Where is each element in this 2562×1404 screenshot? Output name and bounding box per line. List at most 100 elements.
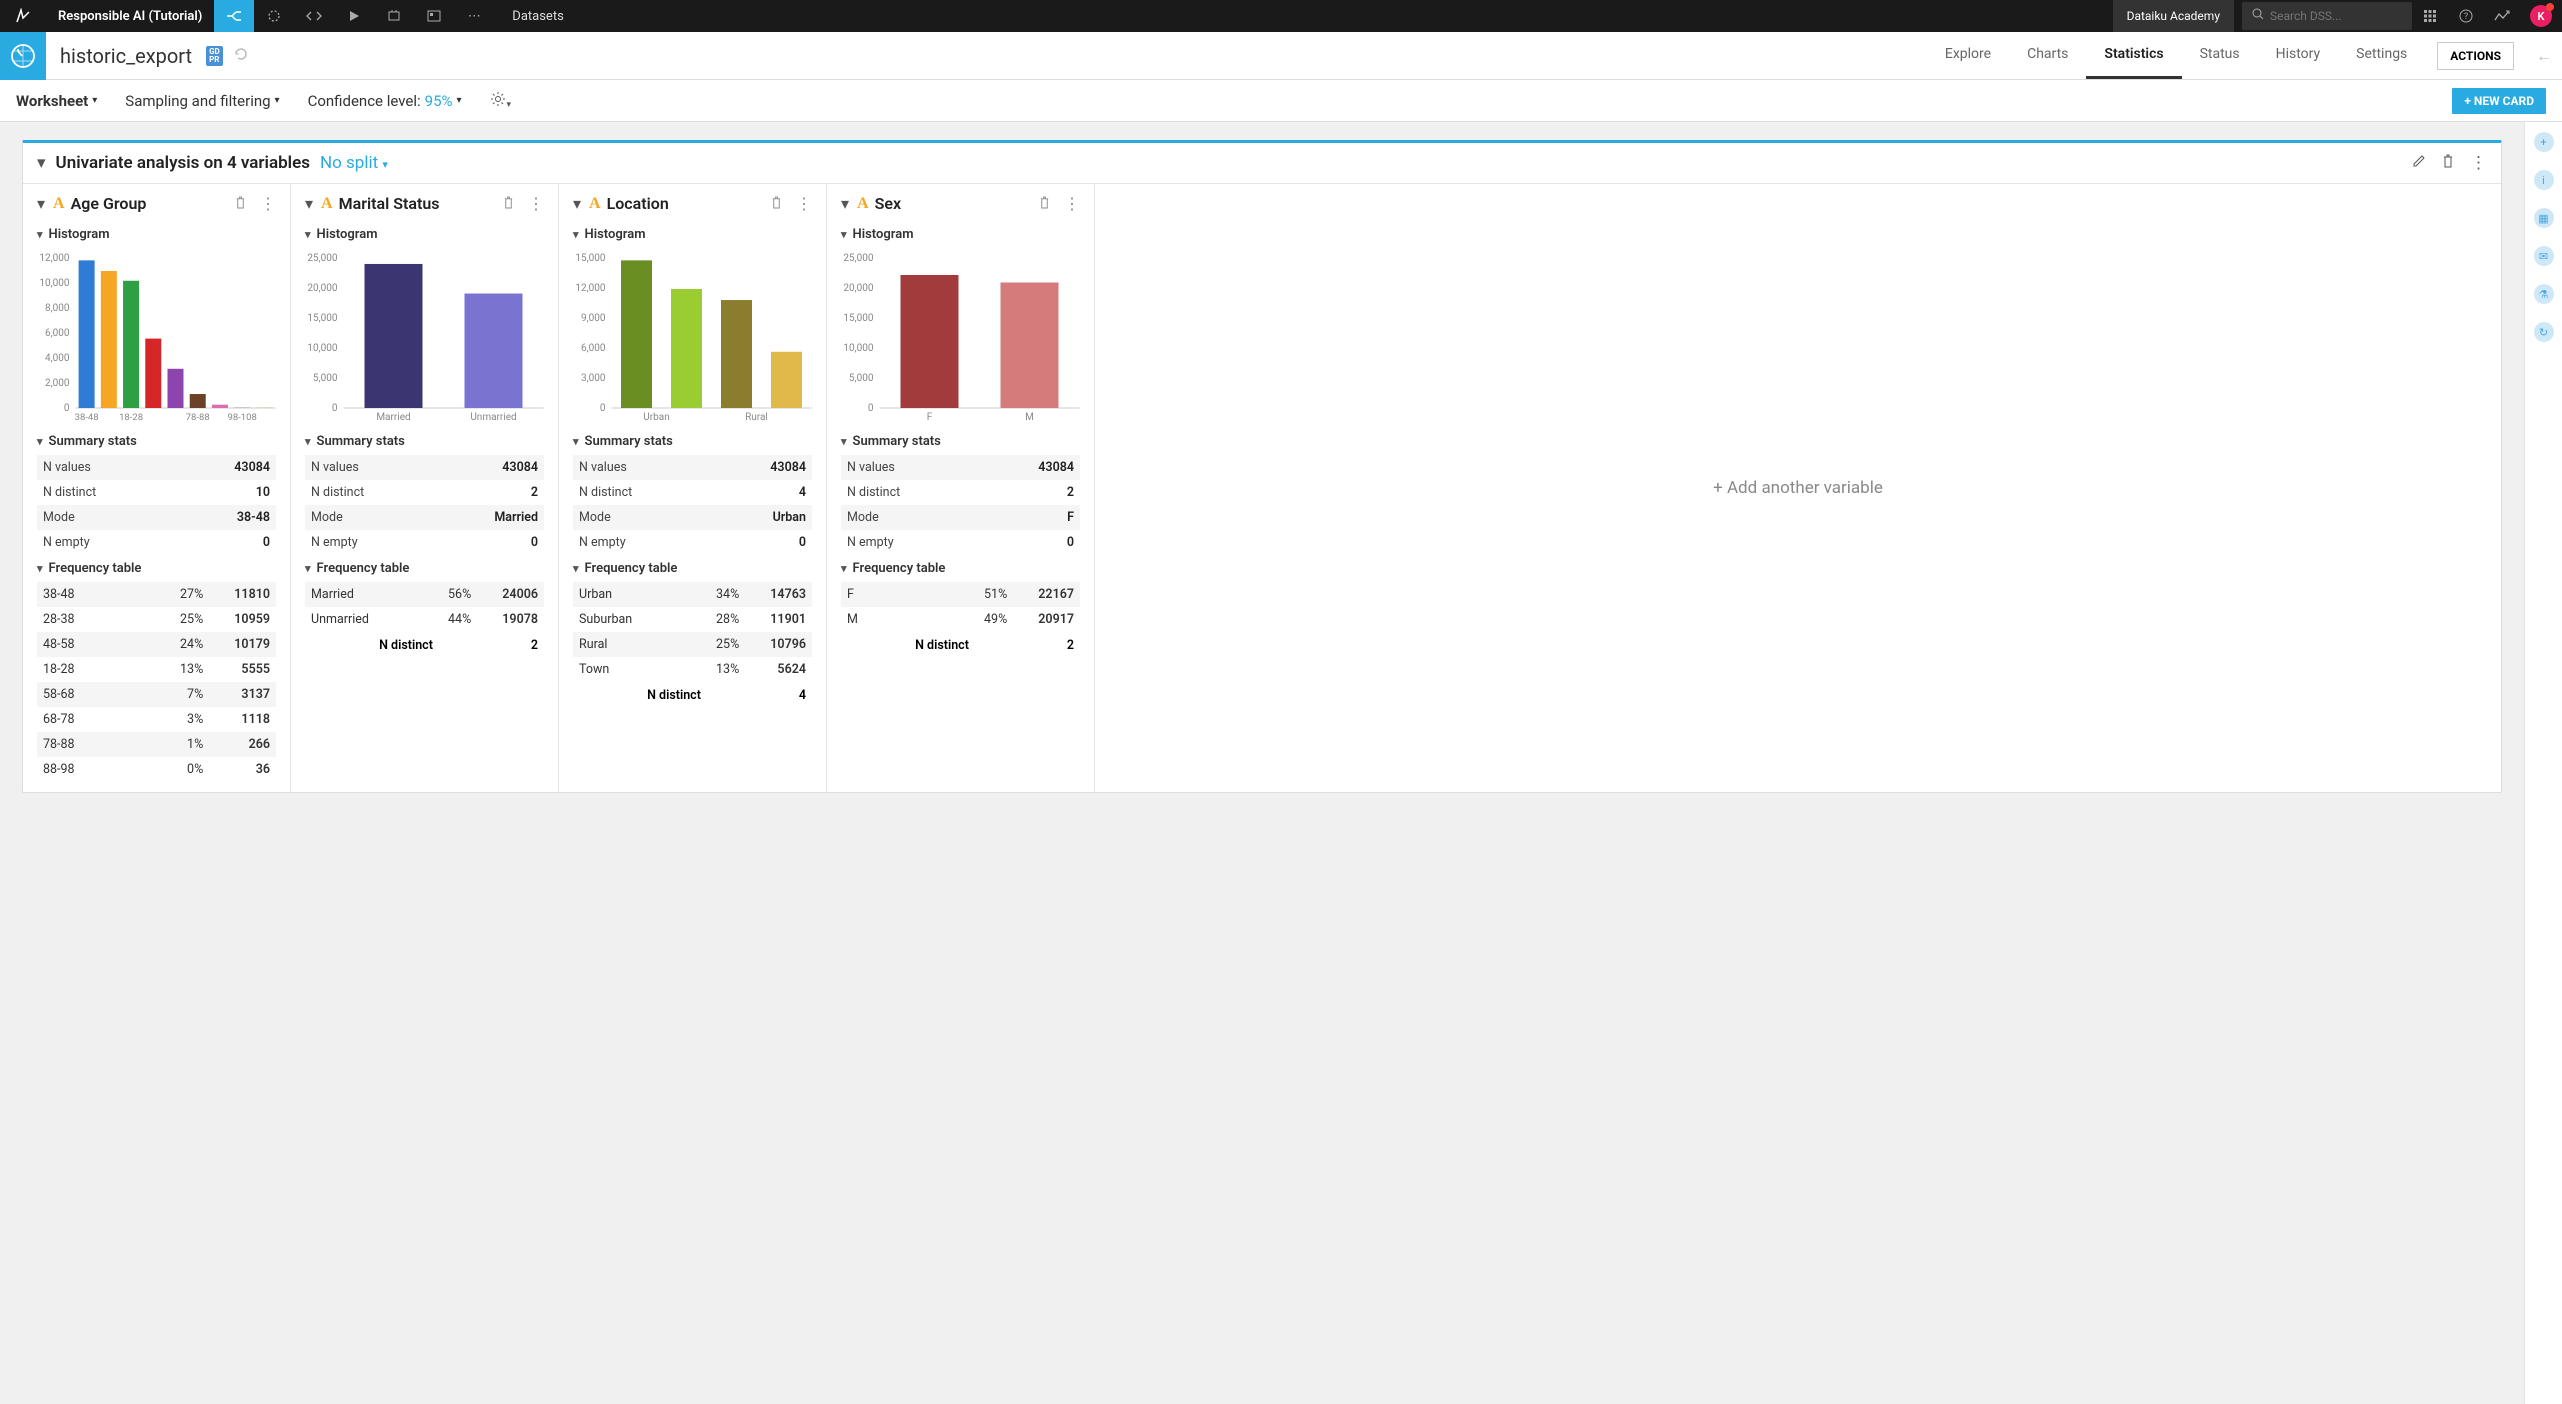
svg-text:20,000: 20,000 [843,283,873,294]
right-rail: + i ▦ ✉ ⚗ ↻ [2524,122,2562,1404]
menu-icon[interactable]: ⋮ [2470,153,2487,173]
menu-icon[interactable]: ⋮ [528,194,544,213]
code-icon[interactable] [294,0,334,32]
search-box[interactable] [2242,2,2412,30]
search-input[interactable] [2270,9,2426,23]
actions-button[interactable]: ACTIONS [2437,42,2514,70]
summary-section[interactable]: ▾Summary stats [291,428,558,455]
app-logo[interactable] [0,8,46,24]
tab-status[interactable]: Status [2182,32,2258,79]
apps-icon[interactable] [2412,0,2448,32]
freq-row: 38-4827%11810 [37,582,276,607]
stat-row: N values43084 [841,455,1080,480]
delete-icon[interactable] [235,194,246,213]
user-avatar[interactable]: K [2530,5,2552,27]
rail-add-icon[interactable]: + [2534,132,2554,152]
tab-statistics[interactable]: Statistics [2086,32,2181,79]
svg-text:5,000: 5,000 [313,373,338,384]
summary-section[interactable]: ▾Summary stats [559,428,826,455]
svg-text:12,000: 12,000 [39,253,69,264]
menu-icon[interactable]: ⋮ [1064,194,1080,213]
reload-icon[interactable] [233,46,249,66]
freq-table: F51%22167M49%20917N distinct2 [827,582,1094,659]
collapse-icon[interactable]: ▾ [37,153,46,173]
collapse-icon[interactable]: ▾ [573,194,581,213]
project-name[interactable]: Responsible AI (Tutorial) [46,9,214,24]
rail-discuss-icon[interactable]: ✉ [2534,246,2554,266]
panels-row: ▾ A Age Group ⋮ ▾Histogram02,0004,0006,0… [23,183,2501,792]
sampling-dropdown[interactable]: Sampling and filtering▾ [125,92,279,110]
split-label: No split [320,153,378,173]
rail-schema-icon[interactable]: ▦ [2534,208,2554,228]
histogram-chart: 05,00010,00015,00020,00025,000MarriedUnm… [291,248,558,428]
freq-section[interactable]: ▾Frequency table [559,555,826,582]
recipe-icon[interactable] [254,0,294,32]
stat-row: ModeMarried [305,505,544,530]
svg-text:Unmarried: Unmarried [470,412,516,423]
rail-refresh-icon[interactable]: ↻ [2534,322,2554,342]
stat-row: N values43084 [37,455,276,480]
svg-text:3,000: 3,000 [581,373,606,384]
histogram-section[interactable]: ▾Histogram [827,221,1094,248]
freq-section[interactable]: ▾Frequency table [23,555,290,582]
delete-icon[interactable] [503,194,514,213]
panel-header: ▾ A Location ⋮ [559,194,826,221]
histogram-chart: 02,0004,0006,0008,00010,00012,00038-4818… [23,248,290,428]
svg-text:25,000: 25,000 [843,253,873,264]
menu-icon[interactable]: ⋮ [796,194,812,213]
flow-icon[interactable] [214,0,254,32]
dataset-icon[interactable] [0,32,46,80]
freq-row: Rural25%10796 [573,632,812,657]
histogram-section[interactable]: ▾Histogram [291,221,558,248]
svg-text:0: 0 [868,403,874,414]
summary-section[interactable]: ▾Summary stats [23,428,290,455]
svg-text:78-88: 78-88 [186,412,210,423]
activity-icon[interactable] [2484,0,2520,32]
breadcrumb[interactable]: Datasets [494,9,582,24]
stat-row: N empty0 [305,530,544,555]
collapse-icon[interactable]: ▾ [841,194,849,213]
rail-info-icon[interactable]: i [2534,170,2554,190]
tab-charts[interactable]: Charts [2009,32,2086,79]
worksheet-dropdown[interactable]: Worksheet▾ [16,92,97,110]
tab-history[interactable]: History [2258,32,2339,79]
stat-row: N distinct4 [573,480,812,505]
edit-icon[interactable] [2412,153,2426,173]
delete-icon[interactable] [1039,194,1050,213]
stat-row: N distinct2 [305,480,544,505]
rail-lab-icon[interactable]: ⚗ [2534,284,2554,304]
split-dropdown[interactable]: No split ▾ [320,153,388,173]
add-variable-button[interactable]: + Add another variable [1095,184,2501,792]
help-icon[interactable]: ? [2448,0,2484,32]
delete-icon[interactable] [2442,153,2454,173]
stat-row: Mode38-48 [37,505,276,530]
collapse-icon[interactable]: ▾ [37,194,45,213]
more-icon[interactable]: ⋯ [454,0,494,32]
back-icon[interactable]: ← [2526,46,2562,66]
dashboard-icon[interactable] [414,0,454,32]
svg-text:Married: Married [376,412,410,423]
histogram-section[interactable]: ▾Histogram [23,221,290,248]
freq-section[interactable]: ▾Frequency table [827,555,1094,582]
univariate-card: ▾ Univariate analysis on 4 variables No … [22,140,2502,793]
freq-table: 38-4827%1181028-3825%1095948-5824%101791… [23,582,290,782]
tab-explore[interactable]: Explore [1927,32,2009,79]
settings-gear-icon[interactable]: ▾ [490,91,512,111]
tab-settings[interactable]: Settings [2338,32,2425,79]
delete-icon[interactable] [771,194,782,213]
summary-table: N values43084N distinct2ModeMarriedN emp… [291,455,558,555]
freq-section[interactable]: ▾Frequency table [291,555,558,582]
variable-name: Marital Status [339,194,440,213]
menu-icon[interactable]: ⋮ [260,194,276,213]
histogram-section[interactable]: ▾Histogram [559,221,826,248]
job-icon[interactable] [374,0,414,32]
collapse-icon[interactable]: ▾ [305,194,313,213]
confidence-dropdown[interactable]: Confidence level:95%▾ [308,92,462,110]
card-title: Univariate analysis on 4 variables [56,153,310,173]
run-icon[interactable] [334,0,374,32]
type-icon: A [857,195,869,213]
summary-section[interactable]: ▾Summary stats [827,428,1094,455]
sampling-label: Sampling and filtering [125,92,270,110]
new-card-button[interactable]: + NEW CARD [2452,88,2546,114]
academy-link[interactable]: Dataiku Academy [2113,0,2234,32]
